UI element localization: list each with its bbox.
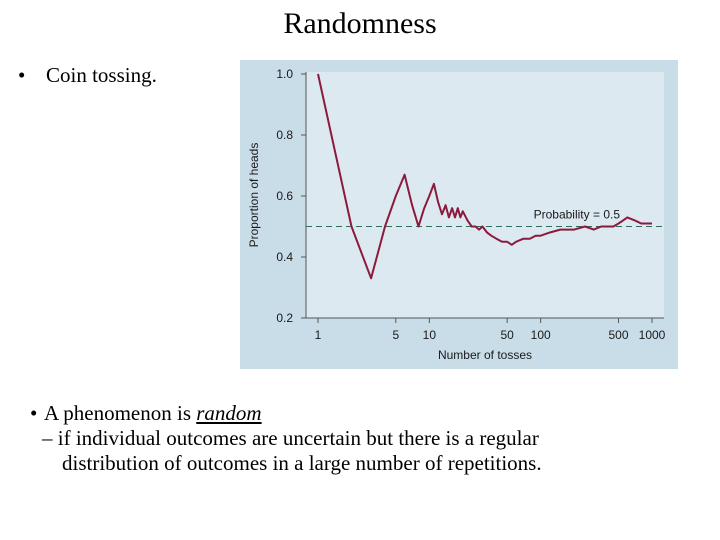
x-tick-label: 1 xyxy=(315,328,322,342)
x-tick-label: 5 xyxy=(392,328,399,342)
definition-rest-1: if individual outcomes are uncertain but… xyxy=(57,426,539,450)
x-tick-label: 1000 xyxy=(639,328,666,342)
coin-toss-chart: 1 5 10 50 100 500 1000 0.2 0.4 0.6 0.8 1.0 Probabi… xyxy=(240,60,678,369)
y-tick-label: 0.8 xyxy=(276,128,293,142)
definition-lead: A phenomenon is xyxy=(44,401,191,425)
y-axis-label: Proportion of heads xyxy=(247,143,261,248)
x-axis-label: Number of tosses xyxy=(438,348,532,362)
y-tick-label: 1.0 xyxy=(276,67,293,81)
plot-area xyxy=(306,72,664,318)
definition-bullet: • A phenomenon is random xyxy=(30,401,690,426)
y-tick-label: 0.6 xyxy=(276,189,293,203)
y-ticks: 0.2 0.4 0.6 0.8 1.0 xyxy=(276,67,306,325)
reference-label: Probability = 0.5 xyxy=(534,208,621,222)
y-tick-label: 0.4 xyxy=(276,250,293,264)
x-tick-label: 500 xyxy=(608,328,628,342)
x-ticks: 1 5 10 50 100 500 1000 xyxy=(315,318,666,342)
definition-bullet-marker: • xyxy=(30,401,38,425)
chart-svg: 1 5 10 50 100 500 1000 0.2 0.4 0.6 0.8 1.0 Probabi… xyxy=(247,67,666,362)
bullet-coin-text: Coin tossing. xyxy=(46,63,157,87)
bullet-marker: • xyxy=(18,63,26,87)
x-tick-label: 100 xyxy=(531,328,551,342)
definition-sub-line-2: distribution of outcomes in a large numb… xyxy=(62,451,542,475)
definition-term: random xyxy=(196,401,262,425)
bullet-coin-tossing: • Coin tossing. xyxy=(18,62,157,88)
x-tick-label: 50 xyxy=(500,328,514,342)
definition-block: • A phenomenon is random – if individual … xyxy=(30,401,690,476)
slide-title: Randomness xyxy=(283,7,437,40)
x-tick-label: 10 xyxy=(423,328,437,342)
series-line xyxy=(317,73,652,280)
definition-dash: – xyxy=(42,426,53,450)
definition-sub-line-1: – if individual outcomes are uncertain b… xyxy=(30,426,690,451)
y-tick-label: 0.2 xyxy=(276,311,293,325)
